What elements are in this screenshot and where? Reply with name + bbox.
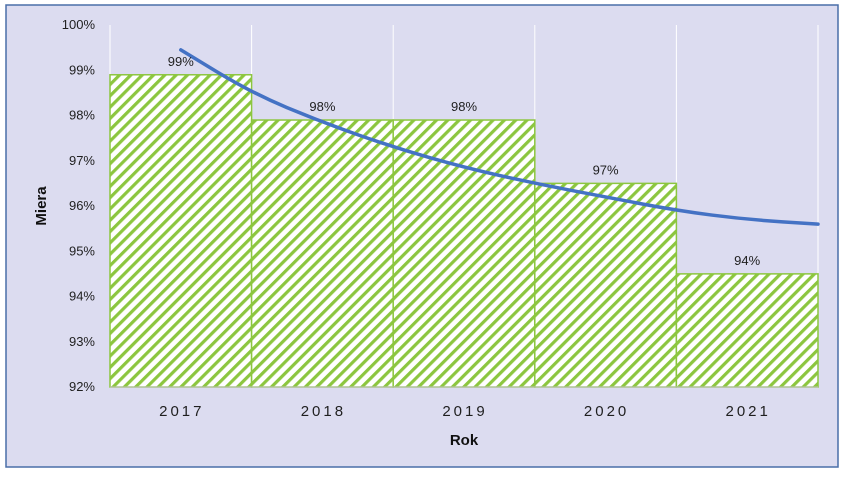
trendline bbox=[179, 48, 820, 226]
data-label: 98% bbox=[309, 99, 335, 114]
y-tick-label: 94% bbox=[69, 289, 95, 304]
data-label: 99% bbox=[168, 54, 194, 69]
y-tick-label: 98% bbox=[69, 108, 95, 123]
y-tick-label: 99% bbox=[69, 62, 95, 77]
bar-2021 bbox=[675, 273, 819, 388]
y-axis-title: Miera bbox=[33, 186, 50, 226]
data-label: 98% bbox=[451, 99, 477, 114]
x-axis-title: Rok bbox=[450, 432, 479, 449]
y-tick-label: 93% bbox=[69, 334, 95, 349]
x-tick-label: 2017 bbox=[159, 403, 204, 420]
data-labels: 99% 98% 98% 97% 94% bbox=[168, 54, 761, 268]
y-tick-label: 97% bbox=[69, 153, 95, 168]
data-label: 97% bbox=[593, 162, 619, 177]
bar-2019 bbox=[392, 119, 536, 388]
bars bbox=[109, 74, 819, 388]
y-tick-label: 96% bbox=[69, 198, 95, 213]
y-tick-label: 92% bbox=[69, 379, 95, 394]
x-tick-label: 2018 bbox=[301, 403, 346, 420]
x-tick-label: 2020 bbox=[584, 403, 629, 420]
bar-2017 bbox=[109, 74, 253, 388]
x-tick-label: 2021 bbox=[726, 403, 771, 420]
y-tick-label: 95% bbox=[69, 243, 95, 258]
data-label: 94% bbox=[734, 253, 760, 268]
trendline-curve bbox=[179, 48, 820, 226]
bar-2018 bbox=[250, 119, 394, 388]
x-axis-ticks: 2017 2018 2019 2020 2021 bbox=[159, 403, 771, 420]
x-tick-label: 2019 bbox=[442, 403, 487, 420]
y-tick-label: 100% bbox=[62, 17, 96, 32]
bar-2020 bbox=[534, 182, 678, 388]
y-axis-ticks: 92% 93% 94% 95% 96% 97% 98% 99% 100% bbox=[62, 17, 96, 394]
